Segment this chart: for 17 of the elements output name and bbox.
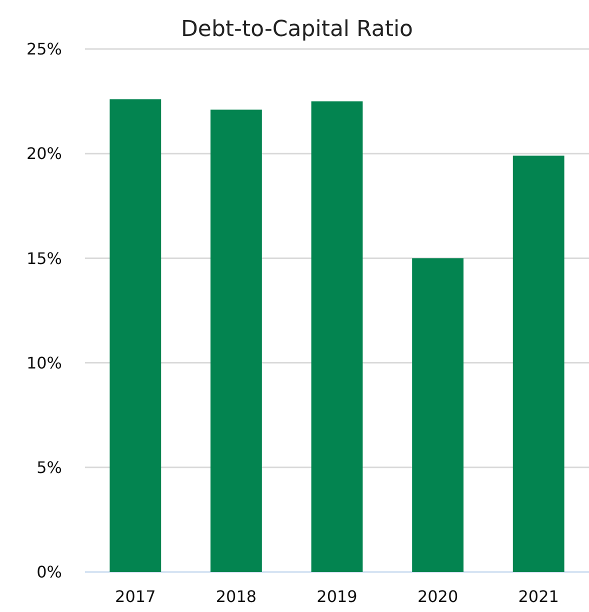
y-tick-label: 15% <box>26 248 62 268</box>
y-tick-label: 10% <box>26 353 62 372</box>
x-tick-label: 2021 <box>518 587 559 606</box>
bar <box>210 110 262 572</box>
y-tick-label: 0% <box>36 562 62 582</box>
x-tick-label: 2020 <box>417 587 458 606</box>
y-tick-label: 20% <box>26 144 62 164</box>
x-tick-label: 2017 <box>115 587 156 606</box>
y-tick-label: 5% <box>36 458 62 477</box>
x-tick-label: 2018 <box>216 587 257 606</box>
y-tick-label: 25% <box>26 40 62 59</box>
bar <box>311 101 363 572</box>
chart-title: Debt-to-Capital Ratio <box>180 17 414 42</box>
bar <box>412 258 464 572</box>
bar <box>512 156 564 572</box>
bar <box>110 99 162 572</box>
x-tick-label: 2019 <box>316 587 358 606</box>
